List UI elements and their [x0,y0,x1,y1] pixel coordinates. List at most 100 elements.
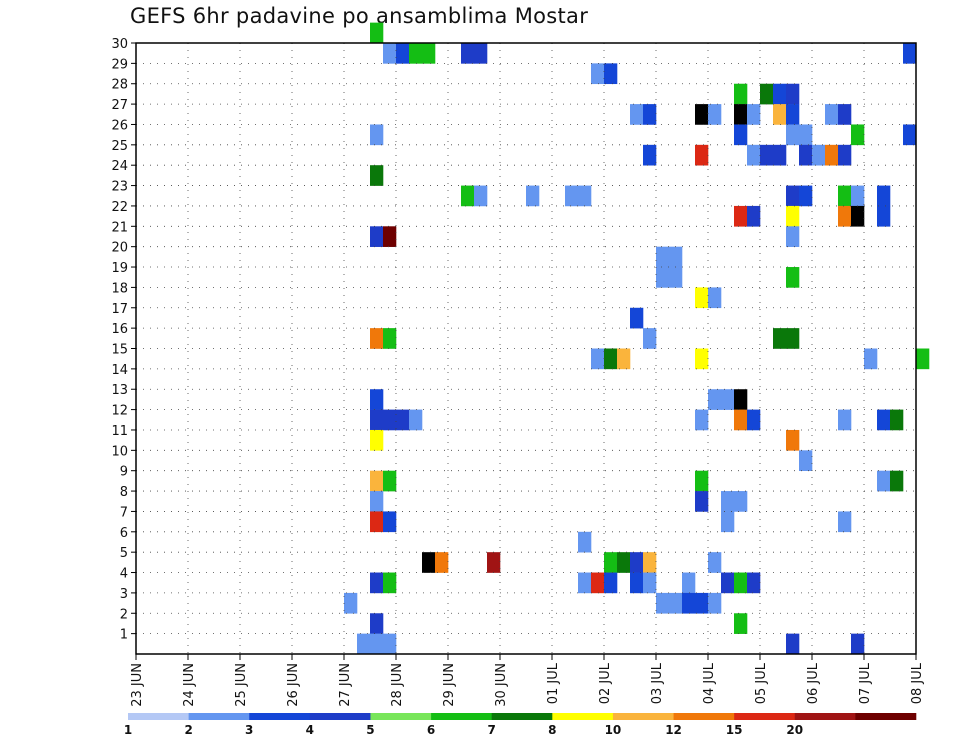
x-tick-label: 25 JUN [234,663,249,707]
y-tick-label: 7 [120,505,128,520]
y-tick-label: 22 [111,200,128,215]
heatmap-cell [383,511,397,533]
heatmap-cell [851,633,865,655]
y-tick-label: 13 [111,383,128,398]
colorbar-swatch [612,713,674,720]
y-tick-label: 2 [120,607,128,622]
heatmap-cell [643,552,657,573]
heatmap-cell [734,572,748,594]
heatmap-cell [786,104,800,125]
heatmap-cell [734,205,748,227]
colorbar-label: 1 [124,723,132,737]
colorbar-label: 12 [665,723,682,737]
y-tick-label: 11 [111,424,128,439]
heatmap-cell [734,83,748,105]
y-tick-label: 27 [111,98,128,113]
heatmap-cell [487,552,501,573]
heatmap-cell [578,185,592,207]
x-tick-label: 04 JUL [702,662,717,704]
heatmap-cell [890,409,904,431]
heatmap-cell [734,491,748,512]
heatmap-cell [695,144,709,166]
heatmap-cell [604,552,618,573]
heatmap-cell [591,572,605,594]
heatmap-cell [617,552,631,573]
x-tick-label: 27 JUN [338,663,353,707]
x-tick-label: 02 JUL [598,662,613,704]
heatmap-cell [578,531,592,553]
heatmap-cell [825,104,839,125]
x-tick-label: 06 JUL [806,662,821,704]
heatmap-cell [734,613,748,634]
heatmap-cell [903,43,917,64]
y-tick-label: 15 [111,343,128,358]
colorbar-label: 15 [726,723,743,737]
heatmap-cell [916,348,930,370]
heatmap-cell [409,409,423,431]
heatmap-cell [370,409,384,431]
heatmap-cell [903,124,917,146]
heatmap-cell [721,491,735,512]
heatmap-cell [370,470,384,492]
heatmap-cell [799,450,813,471]
heatmap-cell [669,246,683,268]
colorbar-swatch [188,713,250,720]
x-tick-label: 24 JUN [182,663,197,707]
x-tick-label: 30 JUN [494,663,509,707]
heatmap-cell [682,572,696,594]
heatmap-cell [695,470,709,492]
heatmap-cell [383,43,397,64]
heatmap-cell [721,389,735,410]
heatmap-cell [474,43,488,64]
heatmap-cell [708,104,722,125]
colorbar-swatch [128,713,189,720]
heatmap-cell [370,613,384,634]
heatmap-cell [643,104,657,125]
colorbar-label: 20 [786,723,803,737]
colorbar-swatch [552,713,614,720]
heatmap-cell [799,124,813,146]
x-tick-label: 08 JUL [910,662,925,704]
heatmap-cell [877,205,891,227]
heatmap-cell [630,104,644,125]
heatmap-cell [643,328,657,349]
y-tick-label: 9 [120,465,128,480]
x-tick-label: 29 JUN [442,663,457,707]
heatmap-cell [643,572,657,594]
y-tick-label: 6 [120,526,128,541]
heatmap-cell [747,205,761,227]
y-tick-label: 12 [111,404,128,419]
heatmap-cell [838,144,852,166]
heatmap-cell [773,328,787,349]
heatmap-cell [721,511,735,533]
heatmap-cell [409,43,423,64]
x-tick-label: 23 JUN [130,663,145,707]
heatmap-cell [708,552,722,573]
heatmap-cell [747,409,761,431]
heatmap-cell [721,572,735,594]
y-tick-label: 26 [111,118,128,133]
y-tick-label: 23 [111,180,128,195]
heatmap-cell [370,124,384,146]
heatmap-cell [383,226,397,247]
heatmap-cell [864,348,878,370]
colorbar-swatch [431,713,492,720]
y-tick-label: 24 [111,159,128,174]
heatmap-cell [747,104,761,125]
y-tick-label: 8 [120,485,128,500]
heatmap-cell [656,246,670,268]
heatmap-cell [760,83,774,105]
y-tick-label: 21 [111,220,128,235]
heatmap-cell [370,389,384,410]
heatmap-cell [591,63,605,85]
y-tick-label: 16 [111,322,128,337]
colorbar-swatch [855,713,917,720]
y-tick-label: 28 [111,78,128,93]
colorbar-swatch [794,713,856,720]
heatmap-cell [838,511,852,533]
heatmap-cell [877,185,891,207]
heatmap-cell [734,389,748,410]
heatmap-cell [695,348,709,370]
heatmap-cell [604,572,618,594]
